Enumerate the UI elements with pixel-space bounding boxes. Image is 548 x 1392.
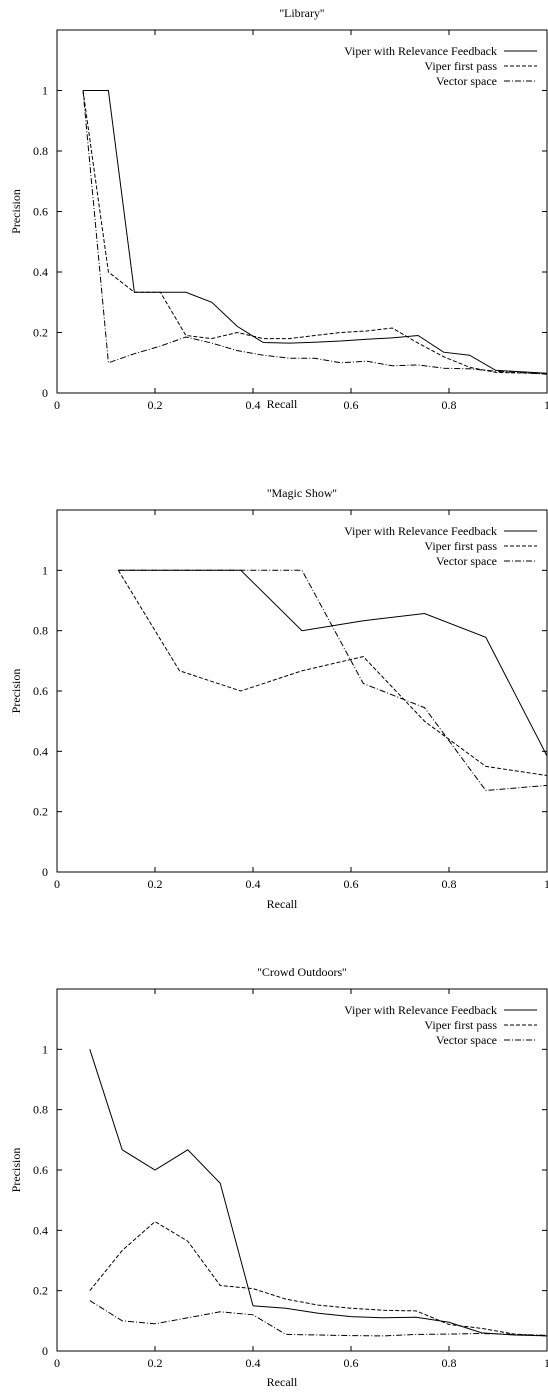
y-tick-label: 1 [42, 563, 48, 577]
chart-panel-2: ''Magic Show'' 0 0.2 0.4 0.6 0.8 1 0 0.2 0.4 0.6 0.… [9, 486, 548, 911]
legend-label-1: Viper with Relevance Feedback [344, 1003, 497, 1017]
chart-title: ''Library'' [280, 6, 325, 20]
legend-label-1: Viper with Relevance Feedback [344, 524, 497, 538]
y-axis-label: Precision [9, 1148, 23, 1193]
series-line-3 [89, 1300, 548, 1337]
y-tick-label: 0.6 [33, 684, 48, 698]
chart-panel-1: ''Library'' 0 0.2 0.4 0.6 0.8 1 0 0.2 0.4 0.6 0.8 1 R… [9, 6, 548, 412]
y-tick-label: 0.2 [33, 805, 48, 819]
y-tick-label: 0.8 [33, 624, 48, 638]
y-tick-label: 0 [42, 386, 48, 400]
x-axis-label: Recall [267, 1375, 298, 1389]
x-tick-label: 1 [544, 1356, 548, 1370]
x-tick-label: 1 [544, 398, 548, 412]
x-tick-label: 0.8 [442, 398, 457, 412]
series-line-3 [82, 90, 548, 375]
x-tick-label: 0.2 [148, 398, 163, 412]
x-tick-label: 0.2 [148, 1356, 163, 1370]
series-line-1 [118, 569, 548, 757]
x-tick-label: 0 [54, 398, 60, 412]
y-tick-label: 0.2 [33, 326, 48, 340]
x-tick-label: 0.6 [344, 398, 359, 412]
chart-panel-3: ''Crowd Outdoors'' 0 0.2 0.4 0.6 0.8 1 0 0.2 0.4 0… [9, 965, 548, 1389]
legend-label-3: Vector space [436, 554, 497, 568]
y-axis-label: Precision [9, 669, 23, 714]
x-tick-label: 0 [54, 877, 60, 891]
x-axis-label: Recall [267, 397, 298, 411]
legend-label-2: Viper first pass [424, 539, 497, 553]
y-axis-label: Precision [9, 189, 23, 234]
chart-title: ''Crowd Outdoors'' [258, 965, 347, 979]
legend-label-2: Viper first pass [424, 59, 497, 73]
y-tick-label: 0.8 [33, 144, 48, 158]
y-tick-label: 0.6 [33, 1163, 48, 1177]
series-line-2 [117, 570, 548, 776]
series-line-2 [89, 1220, 548, 1337]
series-line-2 [82, 90, 548, 375]
series-line-1 [83, 90, 548, 374]
y-tick-label: 0.4 [33, 265, 48, 279]
legend-label-1: Viper with Relevance Feedback [344, 44, 497, 58]
x-tick-label: 0.8 [442, 1356, 457, 1370]
y-tick-label: 0.4 [33, 744, 48, 758]
y-tick-label: 0.8 [33, 1103, 48, 1117]
y-tick-label: 1 [42, 1042, 48, 1056]
series-line-3 [118, 569, 548, 792]
y-tick-label: 1 [42, 84, 48, 98]
legend-label-2: Viper first pass [424, 1018, 497, 1032]
x-tick-label: 0.4 [246, 398, 261, 412]
x-tick-label: 1 [544, 877, 548, 891]
x-tick-label: 0.8 [442, 877, 457, 891]
x-tick-label: 0.4 [246, 1356, 261, 1370]
x-tick-label: 0.4 [246, 877, 261, 891]
y-tick-label: 0.4 [33, 1223, 48, 1237]
y-tick-label: 0 [42, 1344, 48, 1358]
y-tick-label: 0 [42, 865, 48, 879]
legend-label-3: Vector space [436, 1033, 497, 1047]
legend-label-3: Vector space [436, 74, 497, 88]
x-axis-label: Recall [267, 897, 298, 911]
x-tick-label: 0 [54, 1356, 60, 1370]
series-line-1 [89, 1049, 548, 1337]
x-tick-label: 0.6 [344, 877, 359, 891]
y-tick-label: 0.6 [33, 205, 48, 219]
x-tick-label: 0.2 [148, 877, 163, 891]
chart-title: ''Magic Show'' [267, 486, 337, 500]
x-tick-label: 0.6 [344, 1356, 359, 1370]
y-tick-label: 0.2 [33, 1284, 48, 1298]
